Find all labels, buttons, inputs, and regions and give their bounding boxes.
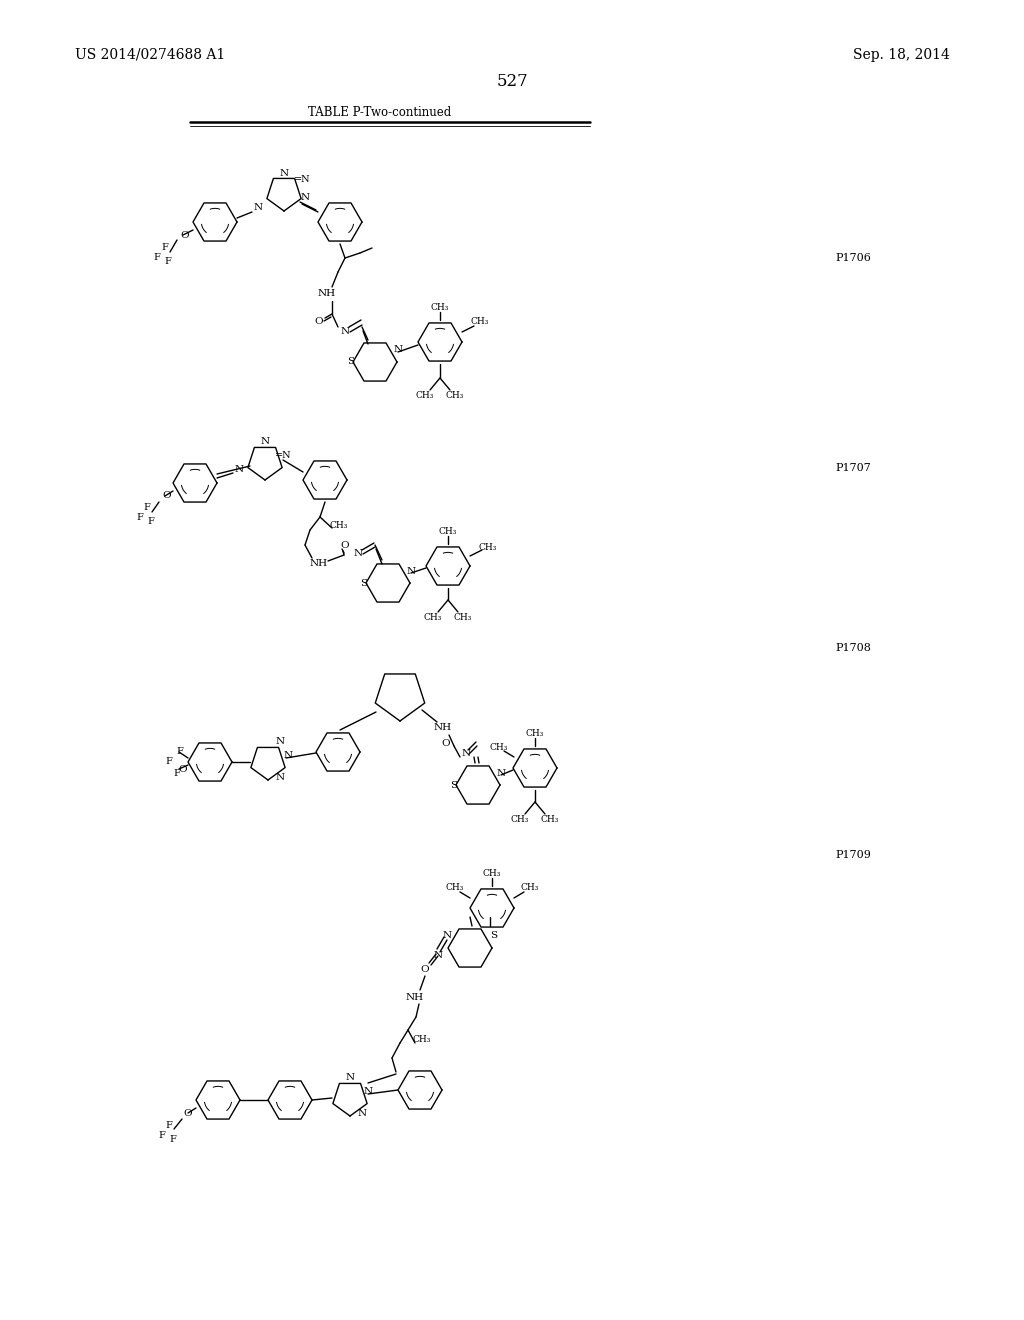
Text: CH₃: CH₃ xyxy=(439,528,457,536)
Text: F: F xyxy=(170,1134,176,1143)
Text: N: N xyxy=(340,327,349,337)
Text: O: O xyxy=(421,965,429,974)
Text: CH₃: CH₃ xyxy=(521,883,540,892)
Text: S: S xyxy=(360,578,368,587)
Text: N: N xyxy=(260,437,269,446)
Text: O: O xyxy=(183,1109,193,1118)
Text: F: F xyxy=(136,513,143,523)
Text: N: N xyxy=(275,738,285,747)
Text: O: O xyxy=(314,318,324,326)
Text: P1709: P1709 xyxy=(835,850,870,861)
Text: S: S xyxy=(347,358,354,367)
Text: N: N xyxy=(234,465,244,474)
Text: N: N xyxy=(300,193,309,202)
Text: N: N xyxy=(284,751,293,760)
Text: F: F xyxy=(166,758,172,767)
Text: F: F xyxy=(159,1130,166,1139)
Text: CH₃: CH₃ xyxy=(330,520,348,529)
Text: CH₃: CH₃ xyxy=(424,614,442,623)
Text: N: N xyxy=(275,774,285,783)
Text: F: F xyxy=(154,253,161,263)
Text: Sep. 18, 2014: Sep. 18, 2014 xyxy=(853,48,950,62)
Text: O: O xyxy=(178,764,187,774)
Text: CH₃: CH₃ xyxy=(445,883,464,892)
Text: CH₃: CH₃ xyxy=(416,392,434,400)
Text: S: S xyxy=(451,780,458,789)
Text: CH₃: CH₃ xyxy=(445,392,464,400)
Text: N: N xyxy=(433,952,442,961)
Text: US 2014/0274688 A1: US 2014/0274688 A1 xyxy=(75,48,225,62)
Text: NH: NH xyxy=(310,558,328,568)
Text: NH: NH xyxy=(434,723,452,733)
Text: CH₃: CH₃ xyxy=(454,614,472,623)
Text: N: N xyxy=(462,750,471,759)
Text: N: N xyxy=(280,169,289,177)
Text: N: N xyxy=(357,1109,367,1118)
Text: CH₃: CH₃ xyxy=(489,742,508,751)
Text: CH₃: CH₃ xyxy=(479,543,498,552)
Text: CH₃: CH₃ xyxy=(413,1035,431,1044)
Text: CH₃: CH₃ xyxy=(431,304,450,313)
Text: F: F xyxy=(147,517,155,527)
Text: O: O xyxy=(180,231,189,239)
Text: 527: 527 xyxy=(496,74,528,91)
Text: =N: =N xyxy=(294,176,310,185)
Text: N: N xyxy=(353,549,362,558)
Text: F: F xyxy=(166,1121,172,1130)
Text: CH₃: CH₃ xyxy=(471,318,489,326)
Text: CH₃: CH₃ xyxy=(541,816,559,825)
Text: N: N xyxy=(497,768,506,777)
Text: CH₃: CH₃ xyxy=(525,730,544,738)
Text: O: O xyxy=(441,738,451,747)
Text: P1708: P1708 xyxy=(835,643,870,653)
Text: =N: =N xyxy=(274,450,291,459)
Text: NH: NH xyxy=(406,993,424,1002)
Text: F: F xyxy=(165,257,171,267)
Text: N: N xyxy=(253,203,262,213)
Text: F: F xyxy=(162,243,168,252)
Text: CH₃: CH₃ xyxy=(482,870,501,879)
Text: TABLE P-Two-continued: TABLE P-Two-continued xyxy=(308,106,452,119)
Text: F: F xyxy=(143,503,151,512)
Text: F: F xyxy=(176,747,183,756)
Text: O: O xyxy=(341,541,349,550)
Text: CH₃: CH₃ xyxy=(511,816,529,825)
Text: S: S xyxy=(490,932,498,940)
Text: N: N xyxy=(345,1073,354,1082)
Text: NH: NH xyxy=(317,289,336,298)
Text: F: F xyxy=(173,770,180,779)
Text: N: N xyxy=(393,346,402,355)
Text: N: N xyxy=(407,566,416,576)
Text: O: O xyxy=(163,491,171,500)
Text: N: N xyxy=(364,1086,373,1096)
Text: N: N xyxy=(442,932,452,940)
Text: P1707: P1707 xyxy=(835,463,870,473)
Text: P1706: P1706 xyxy=(835,253,870,263)
